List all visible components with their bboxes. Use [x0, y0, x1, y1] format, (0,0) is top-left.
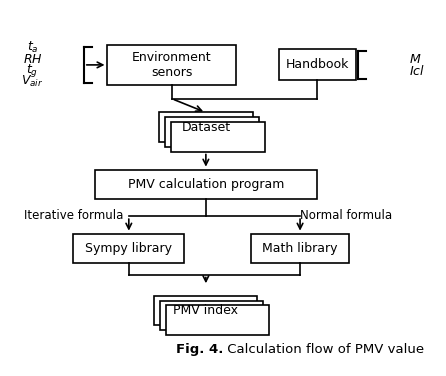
Text: PMV calculation program: PMV calculation program: [128, 178, 284, 191]
Text: $t_a$: $t_a$: [27, 40, 38, 55]
Text: PMV index: PMV index: [173, 304, 238, 317]
FancyBboxPatch shape: [161, 301, 263, 330]
FancyBboxPatch shape: [73, 233, 185, 263]
Text: $M$: $M$: [409, 53, 422, 66]
FancyBboxPatch shape: [251, 233, 349, 263]
Text: $RH$: $RH$: [23, 53, 42, 65]
FancyBboxPatch shape: [166, 305, 269, 335]
FancyBboxPatch shape: [279, 49, 356, 80]
Text: Handbook: Handbook: [285, 58, 349, 71]
Text: Sympy library: Sympy library: [85, 242, 172, 255]
Text: Iterative formula: Iterative formula: [24, 209, 123, 222]
FancyBboxPatch shape: [159, 112, 253, 142]
FancyBboxPatch shape: [165, 117, 259, 147]
Text: $V_{air}$: $V_{air}$: [21, 74, 44, 89]
FancyBboxPatch shape: [171, 122, 265, 152]
Text: Normal formula: Normal formula: [300, 209, 392, 222]
FancyBboxPatch shape: [107, 45, 236, 85]
Text: Math library: Math library: [262, 242, 338, 255]
Text: Fig. 4.: Fig. 4.: [176, 343, 223, 356]
Text: Environment
senors: Environment senors: [132, 51, 211, 79]
FancyBboxPatch shape: [154, 296, 257, 325]
Text: Dataset: Dataset: [182, 121, 231, 133]
FancyBboxPatch shape: [95, 170, 317, 199]
Text: Calculation flow of PMV value: Calculation flow of PMV value: [223, 343, 424, 356]
Text: $Icl$: $Icl$: [409, 64, 425, 78]
Text: $t_g$: $t_g$: [26, 62, 38, 79]
